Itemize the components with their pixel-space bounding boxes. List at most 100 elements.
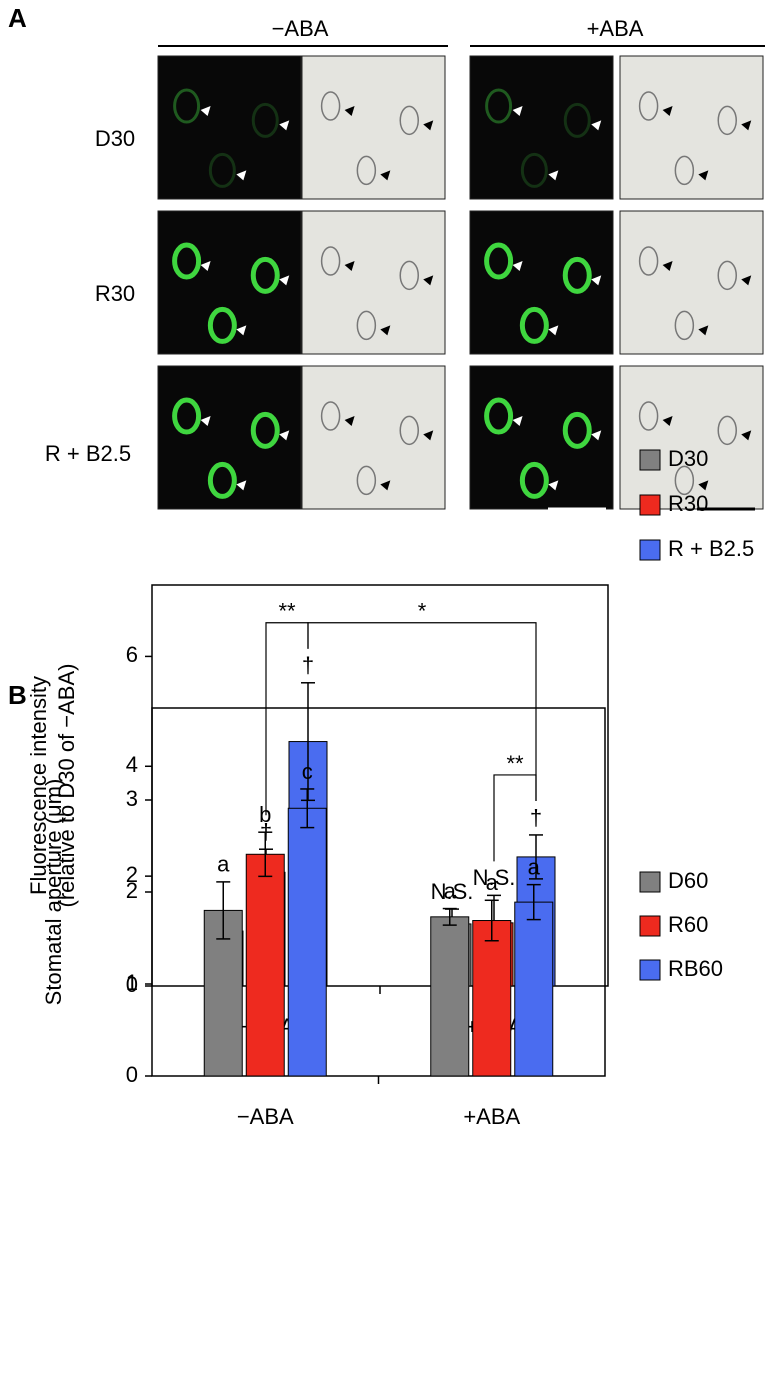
significance-label: a [444,878,457,903]
bracket-label: ** [506,751,524,776]
guard-cell [638,401,659,431]
significance-label: a [486,870,499,895]
arrowhead [591,275,602,286]
guard-cell [638,246,659,276]
row-label: R + B2.5 [45,441,131,466]
arrowhead [344,416,355,427]
guard-cell [717,105,737,136]
guard-cell [208,152,236,188]
error-bar [529,834,543,880]
bracket-label: ** [278,599,296,624]
brightfield-image [301,55,446,200]
arrowhead [591,430,602,441]
guard-cell [320,246,341,276]
y-tick-label: 6 [126,642,138,667]
arrowhead [548,170,559,181]
fluorescence-image [469,365,614,510]
legend-swatch [639,449,661,471]
arrowhead [236,480,247,491]
fluorescence-image [157,365,302,510]
arrowhead [741,120,752,131]
guard-cell [356,155,377,186]
y-axis-label: Fluorescence intensity [26,676,51,895]
arrowhead [200,416,211,427]
arrowhead [200,261,211,272]
arrowhead [741,275,752,286]
fluorescence-image [469,210,614,355]
brightfield-image [619,55,764,200]
arrowhead [279,275,290,286]
error-bar [300,788,315,829]
bracket-label: * [418,599,427,624]
fluorescence-image [157,55,302,200]
significance-label: b [259,802,271,827]
guard-cell [562,411,592,449]
arrowhead [380,170,391,181]
arrowhead [200,106,211,117]
significance-label: † [302,653,314,678]
legend-swatch [639,871,661,893]
legend-label: R + B2.5 [668,536,754,561]
y-tick-label: 2 [126,862,138,887]
legend-label: RB60 [668,956,723,981]
guard-cell [674,310,695,341]
arrowhead [662,416,673,427]
guard-cell [485,88,513,124]
y-tick-label: 4 [126,752,138,777]
arrowhead [548,325,559,336]
bar [472,920,512,1077]
guard-cell [250,256,280,294]
guard-cell [356,465,377,496]
arrowhead [380,480,391,491]
significance-label: † [530,805,542,830]
guard-cell [519,461,549,499]
row-label: R30 [95,281,135,306]
error-bar [484,899,499,942]
guard-cell [484,242,514,280]
arrowhead [591,120,602,131]
arrowhead [662,261,673,272]
guard-cell [251,102,279,138]
arrowhead [236,325,247,336]
guard-cell [399,260,419,291]
arrowhead [548,480,559,491]
panel-label: A [8,3,27,33]
guard-cell [563,102,591,138]
legend-label: R60 [668,912,708,937]
significance-label: a [528,854,541,879]
arrowhead [279,120,290,131]
legend-swatch [639,959,661,981]
arrowhead [512,106,523,117]
y-tick-label: 0 [126,972,138,997]
condition-header: +ABA [587,16,644,41]
guard-cell [399,105,419,136]
guard-cell [172,397,202,435]
arrowhead [344,261,355,272]
brightfield-image [619,210,764,355]
x-tick-label: −ABA [237,1104,294,1129]
guard-cell [399,415,419,446]
guard-cell [320,91,341,121]
guard-cell [207,306,237,344]
arrowhead [423,430,434,441]
guard-cell [717,415,737,446]
bar [514,901,554,1077]
significance-label: N.S. [431,879,474,904]
guard-cell [207,461,237,499]
guard-cell [172,242,202,280]
guard-cell [519,306,549,344]
y-tick-label: 2 [126,878,138,903]
legend-label: R30 [668,491,708,516]
arrowhead [741,430,752,441]
guard-cell [674,155,695,186]
error-bar [216,881,231,940]
bar [430,916,470,1077]
guard-cell [674,465,695,496]
guard-cell [173,88,201,124]
bracket [493,774,537,862]
fluorescence-image [469,55,614,200]
guard-cell [320,401,341,431]
arrowhead [662,106,673,117]
